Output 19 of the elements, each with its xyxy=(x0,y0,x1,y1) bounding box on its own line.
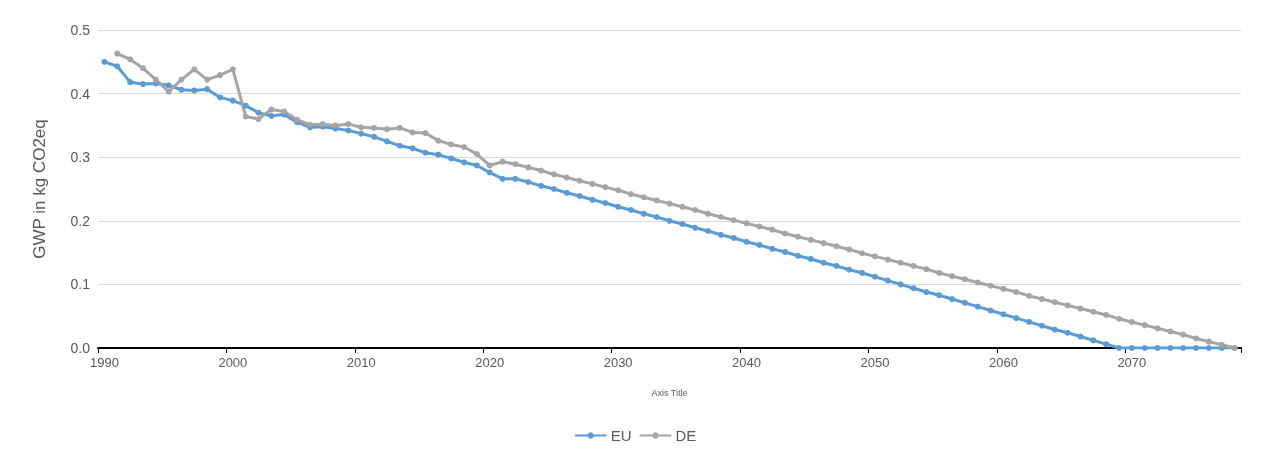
x-tick-label: 2060 xyxy=(988,355,1018,370)
x-axis-title: Axis Title xyxy=(651,387,688,398)
x-tick-label: 1990 xyxy=(89,355,119,370)
x-tick-label: 2000 xyxy=(218,355,248,370)
y-tick-label: 0.3 xyxy=(70,149,91,166)
y-tick-label: 0.0 xyxy=(70,340,91,356)
y-tick-label: 0.1 xyxy=(70,276,91,293)
x-tick-label: 2010 xyxy=(346,355,376,370)
x-tick-label: 2040 xyxy=(732,355,762,370)
x-tick-label: 2070 xyxy=(1117,355,1147,370)
y-axis-title: GWP in kg CO2eq xyxy=(30,119,49,259)
x-tick-label: 2050 xyxy=(860,355,890,370)
legend-label: EU xyxy=(610,427,632,444)
x-tick-label: 2020 xyxy=(475,355,505,370)
y-tick-label: 0.2 xyxy=(70,212,91,229)
x-tick-label: 2030 xyxy=(603,355,633,370)
legend-label: DE xyxy=(675,427,697,444)
y-tick-label: 0.5 xyxy=(70,22,91,38)
y-tick-label: 0.4 xyxy=(70,85,91,102)
